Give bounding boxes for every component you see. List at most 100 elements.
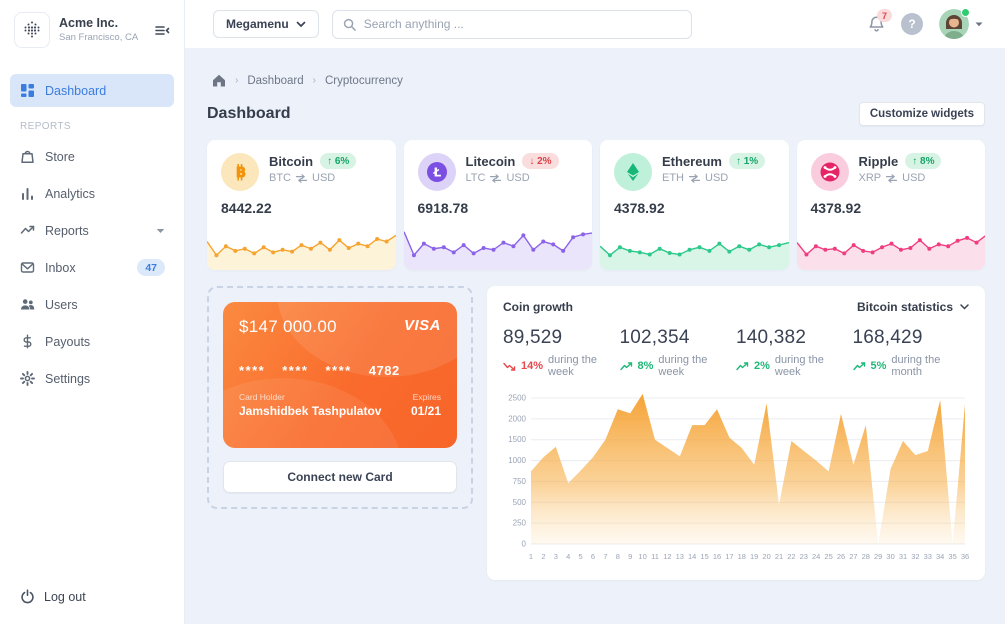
svg-text:33: 33: [924, 552, 932, 561]
help-button[interactable]: ?: [901, 13, 923, 35]
exchange-icon: [295, 173, 308, 183]
credit-card-widget: $147 000.00 VISA **** **** **** 4782 Car…: [207, 286, 473, 509]
change-badge: ↑ 8%: [905, 153, 942, 169]
page-title: Dashboard: [207, 105, 291, 122]
pair-label: ETH USD: [662, 172, 729, 184]
svg-text:4: 4: [566, 552, 570, 561]
breadcrumb-item-cryptocurrency[interactable]: Cryptocurrency: [324, 74, 403, 87]
chevron-down-icon: [296, 21, 306, 27]
coin-price: 4378.92: [810, 200, 862, 216]
svg-text:20: 20: [762, 552, 770, 561]
gear-icon: [19, 371, 35, 387]
svg-text:34: 34: [936, 552, 944, 561]
trend-up-icon: [852, 361, 866, 372]
sidebar-item-payouts[interactable]: Payouts: [10, 325, 174, 358]
svg-text:6: 6: [591, 552, 595, 561]
sidebar-item-label: Inbox: [45, 260, 76, 275]
sidebar-item-analytics[interactable]: Analytics: [10, 177, 174, 210]
crypto-card-bitcoin[interactable]: B Bitcoin ↑ 6% BTC USD 8442: [207, 140, 396, 270]
coin-name: Ripple: [858, 153, 899, 169]
svg-text:10: 10: [638, 552, 646, 561]
sidebar-collapse-icon[interactable]: [152, 21, 172, 40]
envelope-icon: [19, 260, 35, 276]
avatar: [939, 8, 970, 39]
dollar-icon: [19, 334, 35, 350]
coin-name: Bitcoin: [269, 153, 314, 169]
svg-text:1000: 1000: [508, 456, 526, 465]
svg-text:30: 30: [886, 552, 894, 561]
svg-text:Ł: Ł: [432, 166, 441, 180]
breadcrumb-separator: ›: [312, 75, 316, 86]
svg-text:15: 15: [700, 552, 708, 561]
stat-block: 140,382 2% during the week: [736, 327, 824, 378]
online-status-dot: [961, 8, 970, 17]
svg-text:0: 0: [522, 540, 527, 549]
litecoin-icon: Ł: [417, 153, 456, 191]
sidebar-item-reports[interactable]: Reports: [10, 214, 174, 247]
litecoin-sparkline-chart: [403, 231, 592, 270]
sidebar-item-settings[interactable]: Settings: [10, 362, 174, 395]
sidebar-item-label: Store: [45, 149, 75, 164]
change-badge: ↑ 6%: [320, 153, 357, 169]
bitcoin-icon: B: [221, 153, 259, 191]
user-menu[interactable]: [939, 8, 983, 39]
chevron-down-icon: [975, 22, 983, 26]
svg-text:750: 750: [513, 477, 527, 486]
svg-text:2000: 2000: [508, 414, 526, 423]
svg-text:14: 14: [688, 552, 696, 561]
trend-up-icon: [619, 361, 633, 372]
notifications-button[interactable]: 7: [868, 9, 892, 33]
logout-button[interactable]: Log out: [20, 589, 164, 604]
crypto-card-litecoin[interactable]: Ł Litecoin ↓ 2% LTC USD 691: [403, 140, 592, 270]
search-input[interactable]: [363, 17, 681, 31]
stat-block: 102,354 8% during the week: [619, 327, 708, 378]
svg-text:17: 17: [725, 552, 733, 561]
svg-text:8: 8: [616, 552, 620, 561]
svg-text:22: 22: [787, 552, 795, 561]
ethereum-icon: [614, 153, 652, 191]
exchange-icon: [490, 173, 502, 183]
store-bag-icon: [19, 149, 35, 165]
megamenu-button[interactable]: Megamenu: [213, 10, 319, 38]
brand: Acme Inc. San Francisco, CA: [0, 0, 184, 58]
svg-text:35: 35: [948, 552, 956, 561]
sidebar-nav: Dashboard REPORTS Store Analytics: [0, 74, 184, 573]
brand-location: San Francisco, CA: [59, 31, 139, 43]
svg-text:19: 19: [750, 552, 758, 561]
power-icon: [20, 589, 35, 604]
svg-text:24: 24: [812, 552, 820, 561]
exchange-icon: [688, 173, 701, 183]
sidebar-item-store[interactable]: Store: [10, 140, 174, 173]
card-expires-label: Expires: [412, 392, 441, 402]
sidebar-item-inbox[interactable]: Inbox 47: [10, 251, 174, 284]
crypto-card-ethereum[interactable]: Ethereum ↑ 1% ETH USD 4378.92: [600, 140, 789, 270]
inbox-count-badge: 47: [137, 259, 165, 276]
svg-text:36: 36: [961, 552, 969, 561]
card-holder-name: Jamshidbek Tashpulatov: [239, 404, 382, 418]
ethereum-sparkline-chart: [600, 241, 789, 270]
svg-text:B: B: [236, 166, 246, 181]
svg-text:26: 26: [837, 552, 845, 561]
crypto-cards-row: B Bitcoin ↑ 6% BTC USD 8442: [207, 140, 985, 270]
sidebar-item-label: Analytics: [45, 186, 96, 201]
breadcrumb-item-dashboard[interactable]: Dashboard: [247, 74, 304, 87]
svg-text:29: 29: [874, 552, 882, 561]
sidebar-item-dashboard[interactable]: Dashboard: [10, 74, 174, 107]
customize-widgets-button[interactable]: Customize widgets: [858, 102, 985, 126]
coin-price: 8442.22: [221, 200, 272, 216]
coin-growth-panel: Coin growth Bitcoin statistics 89,529 14…: [487, 286, 985, 580]
brand-name: Acme Inc.: [59, 16, 119, 31]
bitcoin-statistics-dropdown[interactable]: Bitcoin statistics: [857, 300, 969, 314]
svg-text:3: 3: [554, 552, 558, 561]
coin-name: Ethereum: [662, 153, 722, 169]
crypto-card-ripple[interactable]: Ripple ↑ 8% XRP USD 4378.92: [796, 140, 985, 270]
svg-text:32: 32: [911, 552, 919, 561]
svg-text:2500: 2500: [508, 394, 526, 403]
home-icon[interactable]: [212, 74, 226, 87]
sidebar-item-users[interactable]: Users: [10, 288, 174, 321]
sidebar-item-label: Reports: [45, 223, 89, 238]
connect-new-card-button[interactable]: Connect new Card: [223, 461, 457, 493]
breadcrumb: › Dashboard › Cryptocurrency: [212, 74, 985, 87]
chevron-down-icon: [960, 304, 969, 310]
